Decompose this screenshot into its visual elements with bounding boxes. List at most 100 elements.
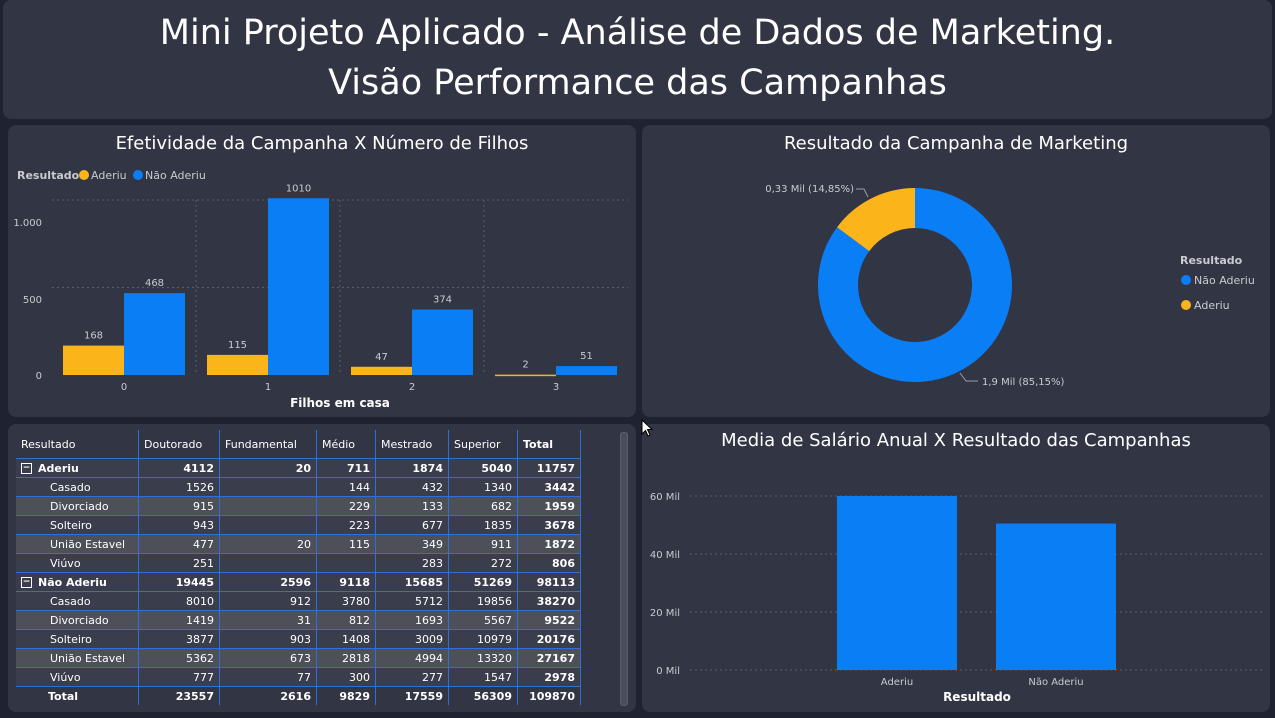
table-cell: 3009 <box>375 629 449 649</box>
table-cell: 300 <box>316 667 376 687</box>
bar-legend-nao-aderiu[interactable]: Não Aderiu <box>145 169 206 182</box>
table-cell: 349 <box>375 534 449 554</box>
table-cell: 8010 <box>138 591 220 611</box>
table-cell: 229 <box>316 496 376 516</box>
campaign-result-panel[interactable]: Resultado da Campanha de Marketing 0,33 … <box>642 125 1270 417</box>
column-header[interactable]: Total <box>517 430 581 459</box>
matrix-table-wrapper[interactable]: Resultado Doutorado Fundamental Médio Mestra… <box>16 430 616 708</box>
table-cell: 144 <box>316 477 376 497</box>
table-row: Casado 8010 912 3780 5712 19856 38270 <box>16 591 581 611</box>
label-leader-aderiu <box>856 188 869 198</box>
column-header[interactable]: Médio <box>316 430 376 459</box>
column-header[interactable]: Mestrado <box>375 430 449 459</box>
table-cell: 17559 <box>375 686 449 705</box>
row-label: − Não Aderiu <box>16 572 139 592</box>
legend-nao-aderiu-dot <box>133 170 143 180</box>
column-header[interactable]: Resultado <box>16 430 139 459</box>
bar-nao-aderiu-2[interactable] <box>412 309 473 375</box>
collapse-icon[interactable]: − <box>21 463 32 474</box>
bar-data-label: 51 <box>580 351 593 362</box>
table-cell <box>219 515 317 535</box>
table-cell: 903 <box>219 629 317 649</box>
bar-aderiu-0[interactable] <box>63 345 124 375</box>
salary-y-tick-40: 40 Mil <box>650 550 680 561</box>
table-cell: 477 <box>138 534 220 554</box>
column-header[interactable]: Superior <box>448 430 518 459</box>
table-row: Divorciado 915 229 133 682 1959 <box>16 496 581 516</box>
table-cell: 806 <box>517 553 581 573</box>
table-cell: 9829 <box>316 686 376 705</box>
table-cell: 682 <box>448 496 518 516</box>
donut-legend-aderiu-dot <box>1181 300 1191 310</box>
bar-legend-aderiu[interactable]: Aderiu <box>91 169 127 182</box>
table-row: Casado 1526 144 432 1340 3442 <box>16 477 581 497</box>
bar-data-label: 468 <box>145 278 164 289</box>
salary-panel[interactable]: Media de Salário Anual X Resultado das C… <box>642 424 1270 712</box>
table-cell: 13320 <box>448 648 518 668</box>
table-cell: 20 <box>219 534 317 554</box>
table-scrollbar[interactable] <box>620 432 628 706</box>
table-cell: 1408 <box>316 629 376 649</box>
table-cell: 5362 <box>138 648 220 668</box>
row-label: Divorciado <box>16 496 139 516</box>
dashboard-subtitle: Visão Performance das Campanhas <box>328 63 947 103</box>
children-effectiveness-panel[interactable]: Efetividade da Campanha X Número de Filh… <box>8 125 636 417</box>
bar-nao-aderiu-0[interactable] <box>124 293 185 375</box>
y-tick-500: 500 <box>23 295 42 306</box>
mouse-cursor-icon <box>641 419 653 437</box>
bar-nao-aderiu-3[interactable] <box>556 366 617 375</box>
bar-aderiu-2[interactable] <box>351 366 412 375</box>
salary-bar-aderiu[interactable] <box>837 496 957 670</box>
table-cell: 3780 <box>316 591 376 611</box>
bar-data-label: 1010 <box>286 183 311 194</box>
table-cell <box>219 496 317 516</box>
table-cell: 98113 <box>517 572 581 592</box>
matrix-table-panel[interactable]: Resultado Doutorado Fundamental Médio Mestra… <box>8 424 636 712</box>
donut-slice-nao-aderiu[interactable] <box>818 188 1012 382</box>
dashboard-title: Mini Projeto Aplicado - Análise de Dados… <box>159 13 1116 53</box>
bar-aderiu-1[interactable] <box>207 354 268 375</box>
donut-legend-aderiu[interactable]: Aderiu <box>1194 299 1230 312</box>
salary-bar-chart[interactable]: 60 Mil 40 Mil 20 Mil 0 Mil Resultado Ade… <box>642 424 1270 712</box>
label-leader-nao-aderiu <box>959 372 978 382</box>
table-group-row[interactable]: − Não Aderiu 19445 2596 9118 15685 51269 98113 <box>16 572 581 592</box>
donut-slice-aderiu[interactable] <box>837 188 915 252</box>
table-cell: 5567 <box>448 610 518 630</box>
table-cell: 10979 <box>448 629 518 649</box>
education-matrix-table[interactable]: Resultado Doutorado Fundamental Médio Mestra… <box>16 430 581 705</box>
table-header-row: Resultado Doutorado Fundamental Médio Mestra… <box>16 430 581 459</box>
column-header[interactable]: Doutorado <box>138 430 220 459</box>
table-row: Solteiro 943 223 677 1835 3678 <box>16 515 581 535</box>
table-row: Solteiro 3877 903 1408 3009 10979 20176 <box>16 629 581 649</box>
bar-data-label: 168 <box>84 331 103 342</box>
table-cell: 2596 <box>219 572 317 592</box>
collapse-icon[interactable]: − <box>21 577 32 588</box>
salary-x-tick: Aderiu <box>881 677 913 688</box>
table-cell: 15685 <box>375 572 449 592</box>
result-donut-chart[interactable]: 0,33 Mil (14,85%) 1,9 Mil (85,15%) Resul… <box>642 125 1270 417</box>
children-bar-chart[interactable]: Resultado Aderiu Não Aderiu 1.000 500 0 … <box>8 125 636 417</box>
table-cell: 277 <box>375 667 449 687</box>
column-header[interactable]: Fundamental <box>219 430 317 459</box>
salary-x-tick: Não Aderiu <box>1028 677 1083 688</box>
table-cell: 27167 <box>517 648 581 668</box>
table-cell: 1526 <box>138 477 220 497</box>
bar-aderiu-3[interactable] <box>495 374 556 377</box>
salary-y-tick-60: 60 Mil <box>650 492 680 503</box>
table-cell: 23557 <box>138 686 220 705</box>
bar-nao-aderiu-1[interactable] <box>268 198 329 375</box>
table-cell: 673 <box>219 648 317 668</box>
table-cell: 2978 <box>517 667 581 687</box>
table-cell: 283 <box>375 553 449 573</box>
salary-y-tick-20: 20 Mil <box>650 608 680 619</box>
donut-legend-nao-aderiu[interactable]: Não Aderiu <box>1194 274 1255 287</box>
x-tick-label: 2 <box>409 382 415 393</box>
table-cell: 5040 <box>448 458 518 478</box>
donut-label-nao-aderiu: 1,9 Mil (85,15%) <box>982 377 1064 388</box>
table-cell: 1874 <box>375 458 449 478</box>
table-group-row[interactable]: − Aderiu 4112 20 711 1874 5040 11757 <box>16 458 581 478</box>
donut-legend-nao-aderiu-dot <box>1181 275 1191 285</box>
donut-label-aderiu: 0,33 Mil (14,85%) <box>765 184 854 195</box>
salary-bar-nao-aderiu[interactable] <box>996 523 1116 670</box>
table-cell: 11757 <box>517 458 581 478</box>
